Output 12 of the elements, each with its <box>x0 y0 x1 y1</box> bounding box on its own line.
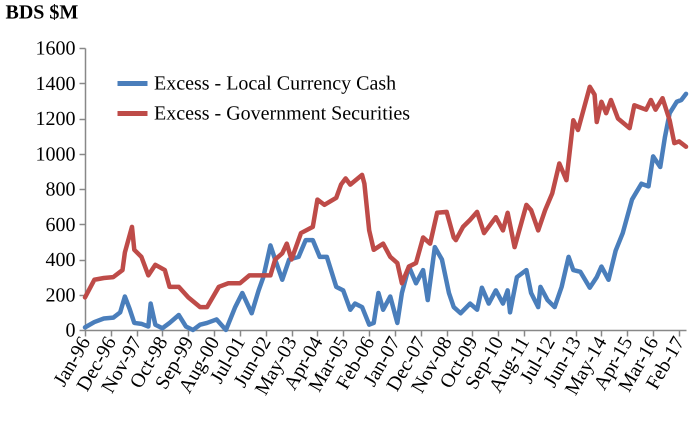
y-axis-title: BDS $M <box>6 2 78 24</box>
y-tick-label: 200 <box>46 284 76 306</box>
legend-label: Excess - Local Currency Cash <box>154 72 396 94</box>
y-tick-label: 600 <box>46 214 76 236</box>
legend-label: Excess - Government Securities <box>154 102 410 124</box>
y-tick-label: 400 <box>46 249 76 271</box>
y-tick-label: 1000 <box>36 143 76 166</box>
y-tick-label: 800 <box>46 178 76 200</box>
y-tick-label: 0 <box>66 320 76 342</box>
y-tick-label: 1600 <box>36 38 76 60</box>
y-tick-label: 1400 <box>36 72 76 95</box>
y-tick-label: 1200 <box>36 108 76 130</box>
